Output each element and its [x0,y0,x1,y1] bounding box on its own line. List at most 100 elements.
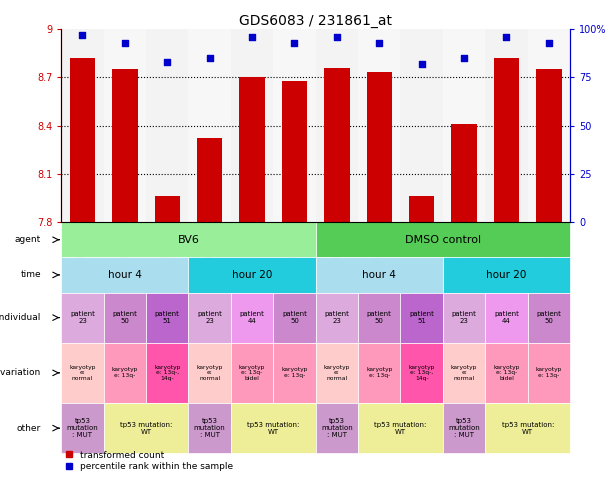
Text: patient
23: patient 23 [452,311,476,324]
Bar [409,197,435,222]
Text: tp53 mutation:
WT: tp53 mutation: WT [375,422,427,435]
Text: patient
50: patient 50 [367,311,392,324]
Text: DMSO control: DMSO control [405,235,481,245]
Bar [367,72,392,222]
Text: hour 20: hour 20 [232,270,272,280]
Bar [61,343,104,403]
Text: patient
44: patient 44 [240,311,265,324]
Text: individual: individual [0,313,41,322]
Bar [189,257,316,293]
Text: hour 4: hour 4 [362,270,396,280]
Bar [358,403,443,453]
Text: agent: agent [15,235,41,244]
Bar [358,343,400,403]
Bar [485,343,528,403]
Bar [316,403,358,453]
Point [78,31,88,39]
Bar [443,343,485,403]
Legend: transformed count, percentile rank within the sample: transformed count, percentile rank withi… [66,451,234,471]
Bar [104,403,189,453]
Text: karyotyp
e: 13q-: karyotyp e: 13q- [112,368,138,378]
Point [417,60,427,68]
Point [162,58,172,66]
Text: patient
50: patient 50 [282,311,307,324]
Text: patient
44: patient 44 [494,311,519,324]
Bar [146,29,189,222]
Bar [231,29,273,222]
Point [247,33,257,41]
Point [501,33,511,41]
Bar [197,139,223,222]
Text: karyotyp
e: 13q-,
14q-: karyotyp e: 13q-, 14q- [154,365,180,381]
Bar [443,293,485,343]
Text: karyotyp
e: 13q-: karyotyp e: 13q- [281,368,308,378]
Text: karyotyp
e: 13q-
bidel: karyotyp e: 13q- bidel [493,365,520,381]
Text: patient
23: patient 23 [197,311,222,324]
Text: karyotyp
e: 13q-,
14q-: karyotyp e: 13q-, 14q- [408,365,435,381]
Bar [146,343,189,403]
Text: tp53 mutation:
WT: tp53 mutation: WT [247,422,300,435]
Text: tp53 mutation:
WT: tp53 mutation: WT [501,422,554,435]
Bar [189,403,231,453]
Point [332,33,342,41]
Bar [61,257,189,293]
Text: tp53 mutation:
WT: tp53 mutation: WT [120,422,172,435]
Text: karyotyp
e:
normal: karyotyp e: normal [451,365,478,381]
Bar [358,29,400,222]
Bar [146,293,189,343]
Bar [61,293,104,343]
Bar [231,403,316,453]
Text: patient
50: patient 50 [112,311,137,324]
Bar [443,29,485,222]
Text: other: other [17,424,41,433]
Bar [536,69,562,222]
Bar [451,124,477,222]
Text: genotype/variation: genotype/variation [0,369,41,377]
Text: hour 4: hour 4 [108,270,142,280]
Text: karyotyp
e:
normal: karyotyp e: normal [197,365,223,381]
Point [120,39,130,46]
Bar [528,343,570,403]
Bar [316,29,358,222]
Point [375,39,384,46]
Bar [282,81,307,222]
Bar [316,343,358,403]
Bar [358,293,400,343]
Point [544,39,554,46]
Bar [273,293,316,343]
Bar [273,29,316,222]
Bar [112,69,137,222]
Text: tp53
mutation
: MUT: tp53 mutation : MUT [194,418,226,438]
Point [459,54,469,62]
Bar [443,403,485,453]
Bar [189,293,231,343]
Bar [239,77,265,222]
Bar [154,197,180,222]
Text: hour 20: hour 20 [486,270,527,280]
Bar [528,29,570,222]
Bar [400,293,443,343]
Bar [316,222,570,257]
Text: karyotyp
e:
normal: karyotyp e: normal [324,365,350,381]
Text: patient
23: patient 23 [70,311,95,324]
Bar [485,293,528,343]
Bar [528,293,570,343]
Bar [189,29,231,222]
Text: tp53
mutation
: MUT: tp53 mutation : MUT [67,418,98,438]
Bar [61,222,316,257]
Bar [70,58,95,222]
Bar [61,403,104,453]
Text: tp53
mutation
: MUT: tp53 mutation : MUT [321,418,352,438]
Text: tp53
mutation
: MUT: tp53 mutation : MUT [448,418,480,438]
Bar [324,68,349,222]
Bar [400,29,443,222]
Text: patient
23: patient 23 [324,311,349,324]
Text: karyotyp
e:
normal: karyotyp e: normal [69,365,96,381]
Bar [485,403,570,453]
Title: GDS6083 / 231861_at: GDS6083 / 231861_at [239,14,392,28]
Bar [189,343,231,403]
Point [289,39,299,46]
Bar [316,257,443,293]
Text: time: time [20,270,41,280]
Text: karyotyp
e: 13q-
bidel: karyotyp e: 13q- bidel [239,365,265,381]
